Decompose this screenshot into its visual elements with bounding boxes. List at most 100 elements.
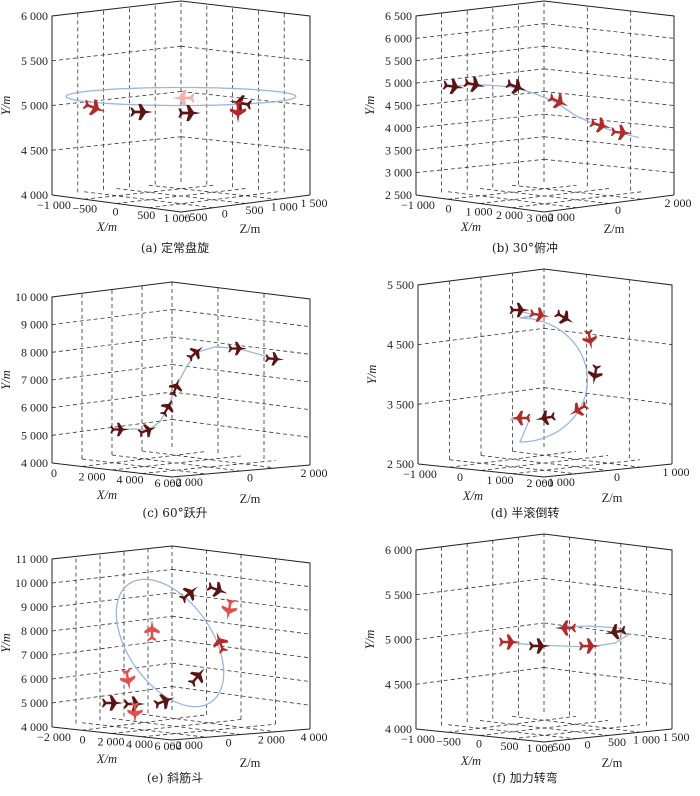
- z-tick-label: −500: [546, 740, 571, 754]
- x-tick-label: 3 000: [527, 211, 554, 225]
- y-gridline-right: [171, 686, 311, 706]
- floor-gridline: [141, 723, 276, 738]
- y-tick-label: 8 000: [21, 624, 48, 638]
- y-gridline-left: [415, 23, 545, 39]
- aircraft-marker: [582, 329, 597, 350]
- subplot-caption: (b) 30°俯冲: [492, 240, 558, 255]
- floor-gridline: [447, 724, 577, 740]
- z-tick-label: 0: [247, 471, 253, 485]
- aircraft-marker: [206, 581, 228, 597]
- z-tick-label: 0: [226, 735, 232, 749]
- y-tick-label: 8 000: [21, 345, 48, 359]
- aircraft-marker: [588, 364, 603, 385]
- aircraft-body: [153, 694, 175, 710]
- axes-box-top: [417, 268, 673, 464]
- y-gridline-right: [543, 113, 675, 129]
- aircraft-marker: [554, 620, 577, 636]
- axes-box-top: [415, 0, 675, 195]
- aircraft-marker: [604, 623, 627, 640]
- z-axis-label: Z/m: [602, 756, 623, 770]
- trajectory-line: [115, 578, 225, 708]
- aircraft-body: [498, 634, 521, 650]
- aircraft-marker: [144, 619, 160, 642]
- aircraft-body: [463, 76, 485, 92]
- aircraft-marker: [178, 104, 201, 122]
- aircraft-body: [159, 399, 174, 418]
- y-gridline-left: [51, 364, 173, 381]
- aircraft-marker: [119, 668, 136, 691]
- z-axis-label: Z/m: [604, 222, 625, 236]
- aircraft-marker: [137, 424, 157, 438]
- y-gridline-left: [415, 91, 545, 106]
- y-gridline-right: [171, 309, 311, 328]
- aircraft-body: [127, 701, 143, 724]
- y-tick-label: 6 000: [385, 31, 412, 45]
- x-tick-label: 500: [501, 739, 519, 753]
- y-gridline-right: [543, 667, 673, 685]
- y-gridline-left: [415, 113, 545, 129]
- aircraft-body: [442, 78, 465, 95]
- aircraft-body: [553, 309, 574, 324]
- axes-box-top: [51, 545, 311, 729]
- y-gridline-left: [51, 309, 173, 326]
- x-tick-label: 1 000: [487, 473, 514, 487]
- aircraft-marker: [221, 598, 238, 621]
- aircraft-body: [144, 619, 160, 642]
- x-tick-label: −2 000: [37, 730, 71, 744]
- floor-gridline: [111, 454, 242, 472]
- aircraft-body: [604, 623, 627, 640]
- x-axis-label: X/m: [96, 752, 117, 766]
- aircraft-marker: [127, 701, 143, 724]
- x-tick-label: 4 000: [126, 737, 153, 751]
- x-tick-label: 1 000: [527, 741, 554, 755]
- subplot-c: 4 000 5 000 6 000 7 000 8 000 9 000 10 000 0 2 0…: [0, 265, 350, 530]
- x-tick-label: 2 000: [79, 469, 106, 483]
- aircraft-marker: [529, 307, 550, 322]
- x-tick-label: 2 000: [496, 208, 523, 222]
- floor-gridline: [511, 724, 641, 740]
- axes-box-bottom: [415, 194, 675, 213]
- y-tick-label: 5 000: [21, 696, 48, 710]
- x-tick-label: 1 000: [164, 211, 191, 225]
- y-gridline-right: [180, 45, 311, 62]
- y-tick-label: 6 000: [21, 672, 48, 686]
- y-gridline-left: [51, 136, 182, 151]
- y-tick-label: 7 000: [21, 648, 48, 662]
- y-gridline-left: [415, 667, 545, 685]
- aircraft-marker: [442, 78, 465, 95]
- aircraft-marker: [509, 302, 530, 318]
- z-axis-label: Z/m: [240, 756, 261, 770]
- y-gridline-right: [543, 136, 675, 151]
- aircraft-body: [213, 632, 229, 654]
- y-gridline-right: [543, 23, 675, 39]
- y-tick-label: 4 500: [385, 677, 412, 691]
- trajectory-line: [509, 308, 589, 443]
- y-axis-label: Y/m: [363, 630, 377, 649]
- floor-gridline: [512, 459, 641, 475]
- aircraft-marker: [130, 103, 153, 121]
- y-gridline-left: [415, 45, 545, 62]
- y-tick-label: 5 000: [385, 76, 412, 90]
- y-axis-label: Y/m: [0, 633, 13, 652]
- x-tick-label: 0: [446, 201, 452, 215]
- aircraft-marker: [172, 89, 195, 107]
- y-tick-label: 10 000: [15, 576, 48, 590]
- z-tick-label: 1 000: [271, 200, 298, 214]
- y-gridline-right: [543, 387, 673, 405]
- aircraft-body: [509, 302, 530, 318]
- axes-box-bottom: [51, 194, 311, 213]
- floor-gridline: [447, 715, 577, 733]
- z-tick-label: 2 000: [301, 466, 328, 480]
- y-tick-label: 4 000: [385, 722, 412, 736]
- y-tick-label: 6 000: [21, 401, 48, 415]
- z-tick-label: −1 000: [541, 475, 575, 489]
- z-tick-label: −2 000: [169, 738, 203, 752]
- floor-gridline: [81, 714, 207, 731]
- y-gridline-right: [180, 91, 311, 106]
- y-gridline-right: [543, 158, 675, 174]
- y-tick-label: 2 500: [387, 457, 414, 471]
- floor-gridline: [84, 184, 214, 200]
- x-tick-label: 0: [457, 470, 463, 484]
